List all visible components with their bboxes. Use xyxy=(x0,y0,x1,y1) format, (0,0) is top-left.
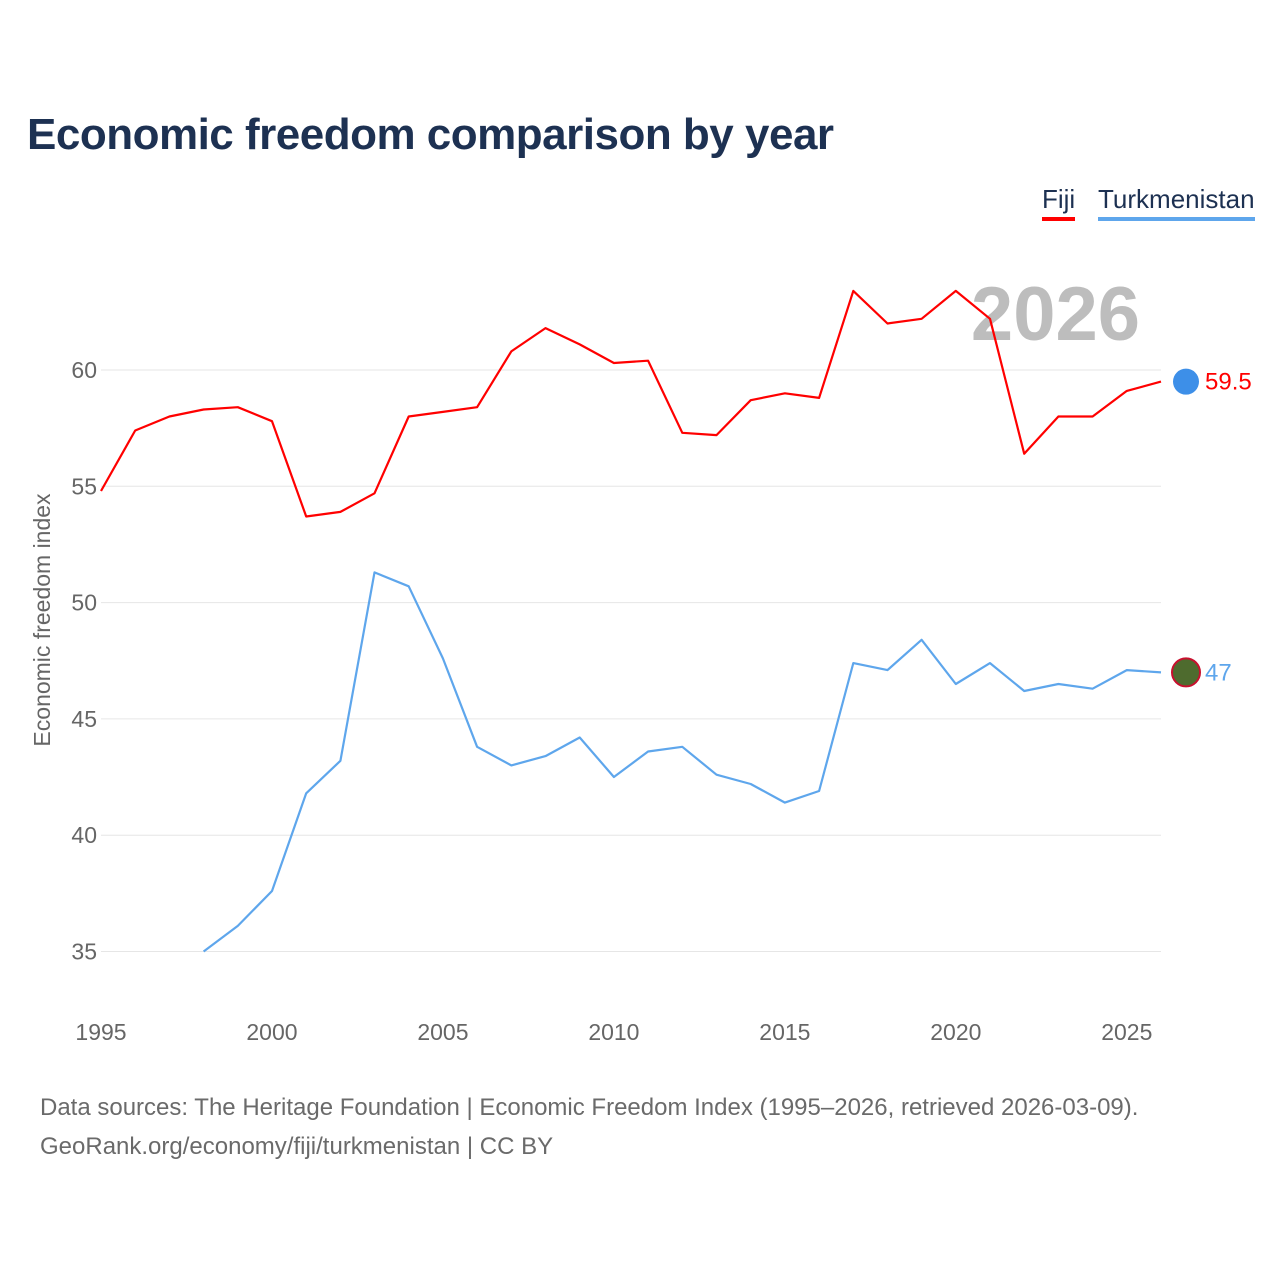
legend-fiji[interactable]: Fiji xyxy=(1042,184,1076,221)
y-tick-label: 60 xyxy=(71,357,97,383)
x-tick-label: 2005 xyxy=(417,1019,468,1045)
y-tick-label: 50 xyxy=(71,590,97,616)
source-line-2[interactable]: GeoRank.org/economy/fiji/turkmenistan | … xyxy=(40,1133,554,1160)
x-tick-label: 1995 xyxy=(75,1019,126,1045)
y-tick-label: 55 xyxy=(71,473,97,499)
y-axis-label: Economic freedom index xyxy=(29,493,55,747)
chart-title: Economic freedom comparison by year xyxy=(27,110,834,159)
source-note: Data sources: The Heritage Foundation | … xyxy=(40,1088,1138,1166)
end-value-label: 59.5 xyxy=(1205,369,1252,396)
y-tick-label: 40 xyxy=(71,822,97,848)
x-tick-label: 2020 xyxy=(930,1019,981,1045)
legend-turkmenistan[interactable]: Turkmenistan xyxy=(1098,184,1255,221)
x-tick-label: 2015 xyxy=(759,1019,810,1045)
flag-icon-turkmenistan xyxy=(1171,657,1201,688)
flag-icon-fiji xyxy=(1171,366,1201,397)
x-tick-label: 2010 xyxy=(588,1019,639,1045)
end-value-label: 47 xyxy=(1205,659,1232,686)
y-tick-label: 35 xyxy=(71,939,97,965)
series-line-fiji xyxy=(100,289,1162,518)
source-line-1: Data sources: The Heritage Foundation | … xyxy=(40,1094,1139,1121)
x-tick-label: 2000 xyxy=(246,1019,297,1045)
y-tick-label: 45 xyxy=(71,706,97,732)
x-tick-label: 2025 xyxy=(1101,1019,1152,1045)
year-watermark: 2026 xyxy=(971,272,1140,357)
series-line-turkmenistan xyxy=(202,571,1162,953)
